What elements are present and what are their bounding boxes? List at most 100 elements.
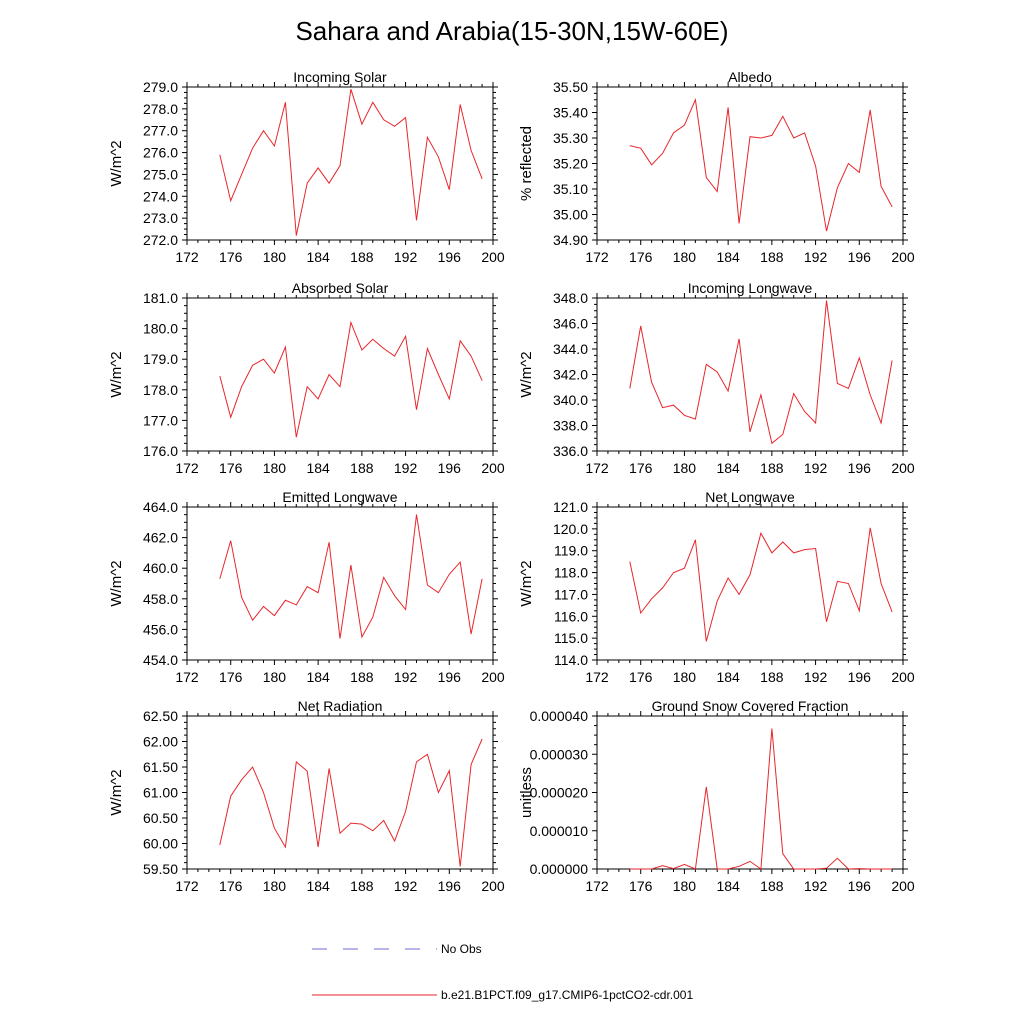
y-tick-label: 0.000020 bbox=[530, 785, 589, 801]
panel-title: Albedo bbox=[728, 69, 772, 85]
x-tick-label: 180 bbox=[673, 460, 697, 476]
x-tick-label: 176 bbox=[629, 249, 653, 265]
x-tick-label: 176 bbox=[629, 669, 653, 685]
series-line-0 bbox=[219, 320, 483, 438]
panel-2: Absorbed Solar 172 176 180 184 188 192 196 200 17… bbox=[108, 280, 505, 476]
x-tick-label: 180 bbox=[263, 878, 287, 894]
x-tick-label: 196 bbox=[438, 460, 462, 476]
y-tick-label: 274.0 bbox=[143, 188, 178, 204]
x-tick-label: 196 bbox=[848, 460, 872, 476]
x-tick-label: 172 bbox=[585, 460, 609, 476]
x-tick-label: 188 bbox=[350, 878, 374, 894]
y-tick-label: 35.40 bbox=[553, 105, 588, 121]
y-tick-label: 0.000010 bbox=[530, 823, 589, 839]
y-axis-label: W/m^2 bbox=[108, 140, 125, 186]
y-tick-label: 115.0 bbox=[554, 630, 588, 646]
x-tick-label: 188 bbox=[760, 249, 784, 265]
x-tick-label: 176 bbox=[629, 878, 653, 894]
x-tick-label: 200 bbox=[891, 878, 915, 894]
y-tick-label: 35.30 bbox=[553, 130, 588, 146]
y-tick-label: 176.0 bbox=[143, 443, 178, 459]
x-tick-label: 200 bbox=[481, 669, 505, 685]
panel-title: Net Longwave bbox=[705, 489, 795, 505]
y-tick-label: 0.000030 bbox=[530, 746, 589, 762]
x-tick-label: 184 bbox=[306, 669, 330, 685]
panel-title: Ground Snow Covered Fraction bbox=[652, 698, 849, 714]
y-tick-label: 454.0 bbox=[143, 652, 178, 668]
y-tick-label: 118.0 bbox=[554, 565, 588, 581]
x-tick-label: 184 bbox=[306, 249, 330, 265]
x-tick-label: 196 bbox=[438, 669, 462, 685]
y-tick-label: 62.00 bbox=[143, 734, 178, 750]
x-tick-label: 188 bbox=[760, 878, 784, 894]
x-tick-label: 200 bbox=[481, 460, 505, 476]
panel-title: Incoming Longwave bbox=[688, 280, 813, 296]
panel-0: Incoming Solar 172 176 180 184 188 192 196 200 27… bbox=[108, 69, 505, 265]
y-axis-label: W/m^2 bbox=[518, 560, 535, 606]
y-tick-label: 177.0 bbox=[143, 412, 178, 428]
x-tick-label: 196 bbox=[438, 878, 462, 894]
x-tick-label: 180 bbox=[673, 878, 697, 894]
panel-3: Incoming Longwave 172 176 180 184 188 192 196 20… bbox=[518, 280, 915, 476]
panel-7: Ground Snow Covered Fraction 172 176 180 184… bbox=[518, 698, 915, 894]
x-tick-label: 188 bbox=[350, 460, 374, 476]
x-tick-label: 176 bbox=[629, 460, 653, 476]
series-line-0 bbox=[629, 728, 893, 870]
y-tick-label: 61.50 bbox=[143, 759, 178, 775]
x-tick-label: 188 bbox=[350, 249, 374, 265]
y-tick-label: 344.0 bbox=[553, 341, 588, 357]
y-tick-label: 462.0 bbox=[143, 530, 178, 546]
y-tick-label: 464.0 bbox=[143, 499, 178, 515]
x-tick-label: 184 bbox=[716, 878, 740, 894]
plot-frame bbox=[596, 715, 904, 870]
y-tick-label: 458.0 bbox=[143, 591, 178, 607]
x-tick-label: 196 bbox=[848, 878, 872, 894]
x-tick-label: 200 bbox=[891, 460, 915, 476]
x-tick-label: 192 bbox=[394, 460, 418, 476]
y-tick-label: 272.0 bbox=[143, 232, 178, 248]
panel-6: Net Radiation 172 176 180 184 188 192 196 200 59.… bbox=[108, 698, 505, 894]
x-tick-label: 180 bbox=[673, 669, 697, 685]
x-tick-label: 172 bbox=[585, 878, 609, 894]
x-tick-label: 172 bbox=[175, 460, 199, 476]
y-axis-label: W/m^2 bbox=[108, 560, 125, 606]
y-tick-label: 460.0 bbox=[143, 560, 178, 576]
panel-title: Net Radiation bbox=[298, 698, 383, 714]
panel-title: Incoming Solar bbox=[293, 69, 387, 85]
y-tick-label: 120.0 bbox=[553, 521, 588, 537]
plot-frame bbox=[596, 86, 904, 241]
series-line-0 bbox=[219, 514, 483, 639]
plot-frame bbox=[596, 506, 904, 661]
y-tick-label: 114.0 bbox=[554, 652, 588, 668]
y-tick-label: 59.50 bbox=[143, 861, 178, 877]
x-tick-label: 180 bbox=[263, 249, 287, 265]
x-tick-label: 184 bbox=[716, 460, 740, 476]
panel-5: Net Longwave 172 176 180 184 188 192 196 200 114.… bbox=[518, 489, 915, 685]
y-tick-label: 116.0 bbox=[554, 608, 588, 624]
series-line-0 bbox=[219, 738, 483, 867]
panel-4: Emitted Longwave 172 176 180 184 188 192 196 200… bbox=[108, 489, 505, 685]
x-tick-label: 196 bbox=[438, 249, 462, 265]
y-tick-label: 278.0 bbox=[143, 101, 178, 117]
figure-title: Sahara and Arabia(15-30N,15W-60E) bbox=[295, 16, 728, 46]
x-tick-label: 192 bbox=[394, 669, 418, 685]
y-tick-label: 119.0 bbox=[554, 543, 588, 559]
x-tick-label: 192 bbox=[804, 669, 828, 685]
x-tick-label: 192 bbox=[804, 249, 828, 265]
x-tick-label: 192 bbox=[804, 878, 828, 894]
y-tick-label: 181.0 bbox=[143, 290, 178, 306]
x-tick-label: 172 bbox=[175, 249, 199, 265]
y-tick-label: 35.10 bbox=[553, 181, 588, 197]
x-tick-label: 176 bbox=[219, 878, 243, 894]
x-tick-label: 180 bbox=[263, 460, 287, 476]
x-tick-label: 176 bbox=[219, 249, 243, 265]
legend: No Obs b.e21.B1PCT.f09_g17.CMIP6-1pctCO2… bbox=[312, 942, 693, 1002]
y-tick-label: 456.0 bbox=[143, 621, 178, 637]
legend-obs-label: No Obs bbox=[441, 942, 482, 956]
x-tick-label: 200 bbox=[891, 669, 915, 685]
x-tick-label: 180 bbox=[263, 669, 287, 685]
y-tick-label: 35.00 bbox=[553, 207, 588, 223]
y-axis-label: W/m^2 bbox=[108, 769, 125, 815]
x-tick-label: 192 bbox=[394, 878, 418, 894]
